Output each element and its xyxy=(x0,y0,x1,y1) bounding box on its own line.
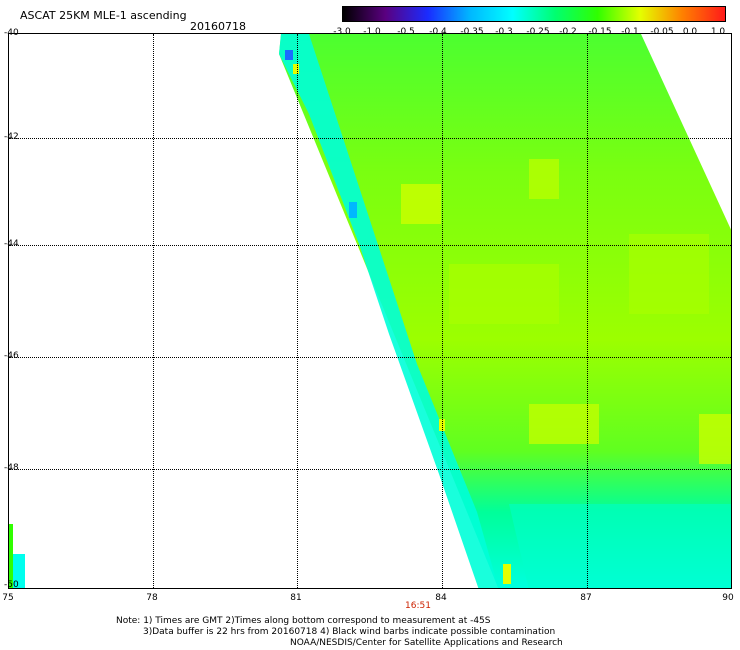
lon-label: 84 xyxy=(435,593,447,603)
product-title: ASCAT 25KM MLE-1 ascending xyxy=(20,9,187,22)
footnote-line: NOAA/NESDIS/Center for Satellite Applica… xyxy=(290,638,563,648)
grid-line xyxy=(153,34,154,588)
colorbar-label: 1.0 xyxy=(710,27,726,37)
grid-line xyxy=(587,34,588,588)
color-scale-bar xyxy=(342,6,726,22)
colorbar-label: -0.4 xyxy=(429,27,447,37)
colorbar-label: 0.0 xyxy=(682,27,698,37)
colorbar-label: -0.35 xyxy=(460,27,484,37)
lat-label: -44 xyxy=(4,239,19,249)
swath-edge-band xyxy=(279,34,499,588)
lon-label: 87 xyxy=(580,593,592,603)
grid-line xyxy=(9,245,731,246)
lat-label: -48 xyxy=(4,463,19,473)
swath-patch xyxy=(285,50,293,60)
grid-line xyxy=(9,357,731,358)
colorbar-label: -3.0 xyxy=(333,27,351,37)
product-date: 20160718 xyxy=(190,20,246,33)
swath-patch xyxy=(401,184,441,224)
lat-label: -42 xyxy=(4,132,19,142)
swath-patch xyxy=(509,504,731,588)
swath-patch xyxy=(629,234,709,314)
colorbar-label: -1.0 xyxy=(363,27,381,37)
swath-patch xyxy=(503,564,511,584)
footnote-line: 3)Data buffer is 22 hrs from 20160718 4)… xyxy=(143,627,556,637)
lon-label: 78 xyxy=(146,593,158,603)
swath-patch xyxy=(529,159,559,199)
lat-label: -50 xyxy=(4,580,19,590)
colorbar-label: -0.25 xyxy=(526,27,550,37)
swath-patch xyxy=(9,524,13,588)
colorbar-label: -0.3 xyxy=(495,27,513,37)
swath-patch xyxy=(293,64,299,74)
lon-label: 81 xyxy=(290,593,302,603)
wind-swath-plot xyxy=(9,34,731,588)
grid-line xyxy=(9,138,731,139)
lat-label: -40 xyxy=(4,28,19,38)
pass-time-label: 16:51 xyxy=(405,601,431,611)
colorbar-label: -0.5 xyxy=(397,27,415,37)
swath-map xyxy=(8,33,732,589)
grid-line xyxy=(442,34,443,588)
colorbar-label: -0.05 xyxy=(650,27,674,37)
lon-label: 75 xyxy=(2,593,14,603)
swath-patch xyxy=(529,404,599,444)
swath-patch xyxy=(449,264,559,324)
swath-patch xyxy=(349,202,357,218)
colorbar-label: -0.2 xyxy=(559,27,577,37)
lon-label: 90 xyxy=(722,593,734,603)
colorbar-label: -0.1 xyxy=(621,27,639,37)
swath-patch xyxy=(699,414,731,464)
grid-line xyxy=(297,34,298,588)
grid-line xyxy=(9,469,731,470)
lat-label: -46 xyxy=(4,351,19,361)
colorbar-label: -0.15 xyxy=(588,27,612,37)
footnote-line: Note: 1) Times are GMT 2)Times along bot… xyxy=(116,616,491,626)
swath-patch xyxy=(13,554,25,588)
